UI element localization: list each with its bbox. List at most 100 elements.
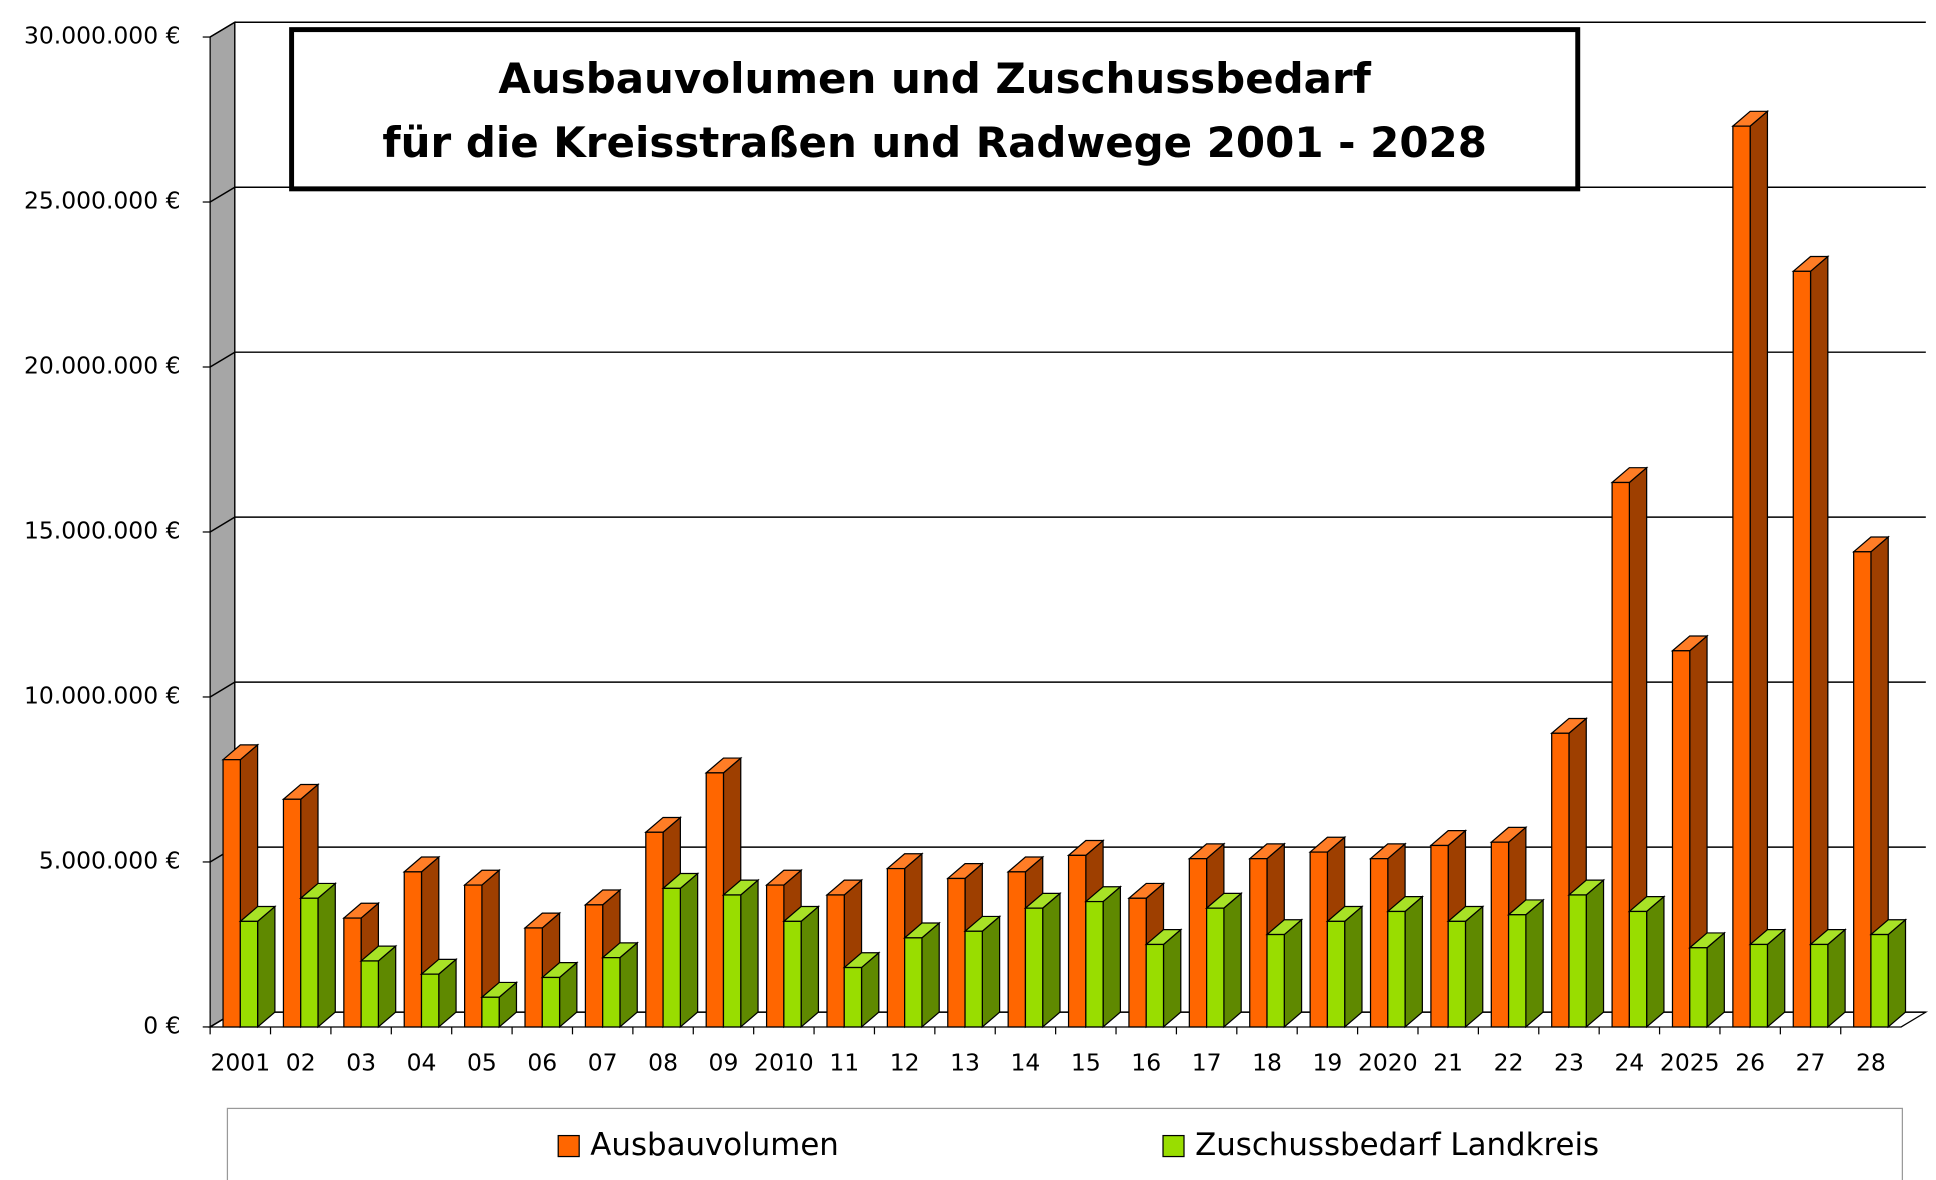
- y-tick-label: 5.000.000 €: [39, 846, 181, 874]
- bar: [1732, 125, 1751, 1028]
- x-tick-label: 03: [346, 1048, 376, 1076]
- x-tick-label: 18: [1252, 1048, 1282, 1076]
- bar: [1507, 914, 1527, 1028]
- bar: [886, 867, 906, 1028]
- bar: [1067, 854, 1087, 1028]
- x-tick-label: 05: [467, 1048, 497, 1076]
- bar: [1792, 270, 1812, 1028]
- bar-side: [1827, 928, 1846, 1029]
- bar-side: [1042, 892, 1061, 1029]
- legend-label: Zuschussbedarf Landkreis: [1195, 1127, 1599, 1163]
- x-tick-label: 24: [1614, 1048, 1644, 1076]
- grid-line: [209, 351, 1926, 368]
- x-tick-label: 17: [1192, 1048, 1222, 1076]
- x-tick-label: 04: [407, 1048, 437, 1076]
- x-tick-label: 26: [1735, 1048, 1765, 1076]
- x-tick-label: 27: [1796, 1048, 1826, 1076]
- bar: [826, 894, 845, 1028]
- bar-side: [1102, 885, 1122, 1029]
- bar: [1326, 920, 1346, 1028]
- bar-side: [256, 905, 276, 1029]
- bar: [1853, 551, 1872, 1028]
- bar-side: [981, 915, 1001, 1029]
- y-tick-label: 30.000.000 €: [24, 22, 181, 50]
- bar-side: [1404, 895, 1423, 1029]
- x-tick-label: 21: [1433, 1048, 1463, 1076]
- bar: [705, 772, 725, 1028]
- legend-swatch: [557, 1134, 580, 1158]
- grid-line: [209, 21, 1926, 38]
- bar: [584, 904, 604, 1028]
- legend: Ausbauvolumen Zuschussbedarf Landkreis: [557, 1127, 1599, 1163]
- bar: [524, 927, 543, 1028]
- bar: [645, 831, 664, 1028]
- x-tick-label: 2020: [1358, 1048, 1418, 1076]
- bar: [1387, 910, 1406, 1028]
- title-box: [289, 27, 1581, 192]
- bar-side: [1464, 905, 1484, 1029]
- bar-side: [740, 878, 759, 1029]
- legend-box: [226, 1107, 1903, 1180]
- y-tick-label: 20.000.000 €: [24, 352, 181, 380]
- bar: [1430, 844, 1449, 1028]
- bar-side: [1809, 255, 1829, 1029]
- bar: [1749, 943, 1769, 1028]
- x-tick-label: 2025: [1660, 1048, 1720, 1076]
- bar: [420, 973, 440, 1028]
- x-tick-label: 13: [950, 1048, 980, 1076]
- x-tick-label: 16: [1131, 1048, 1161, 1076]
- chart-title: für die Kreisstraßen und Radwege 2001 - …: [382, 118, 1486, 167]
- bar: [1145, 943, 1165, 1028]
- bar: [1447, 920, 1467, 1028]
- bar: [222, 759, 241, 1028]
- x-tick-label: 11: [829, 1048, 859, 1076]
- bar: [765, 884, 785, 1028]
- bar-side: [1749, 109, 1769, 1029]
- bar: [1611, 481, 1630, 1028]
- bar: [1628, 910, 1648, 1028]
- chart-title: Ausbauvolumen und Zuschussbedarf: [498, 54, 1371, 103]
- bar: [1490, 841, 1510, 1028]
- legend-label: Ausbauvolumen: [590, 1127, 839, 1163]
- bar: [722, 894, 742, 1028]
- x-tick-label: 02: [286, 1048, 316, 1076]
- bar: [783, 920, 802, 1028]
- bar: [1085, 900, 1104, 1028]
- grid-line: [209, 681, 1926, 698]
- bar: [1024, 907, 1044, 1028]
- y-tick-label: 25.000.000 €: [24, 187, 181, 215]
- plot-area: 0 € 5.000.000 € 10.000.000 € 15.000.000 € 20…: [24, 21, 1929, 1076]
- x-tick-label: 22: [1494, 1048, 1524, 1076]
- bar: [1188, 858, 1208, 1028]
- bar-side: [1646, 895, 1665, 1029]
- x-tick-label: 2001: [211, 1048, 271, 1076]
- bar: [1809, 943, 1829, 1028]
- bar-side: [1162, 928, 1182, 1029]
- bar: [1266, 933, 1285, 1028]
- bar: [947, 877, 966, 1028]
- bar: [1249, 858, 1268, 1028]
- bar: [403, 871, 423, 1028]
- bar: [964, 930, 983, 1028]
- legend-swatch: [1162, 1134, 1185, 1158]
- x-tick-label: 08: [648, 1048, 678, 1076]
- bar-side: [1706, 931, 1725, 1029]
- bar-side: [1344, 905, 1363, 1029]
- bar: [300, 897, 319, 1028]
- bar-side: [317, 882, 336, 1029]
- bar: [1007, 871, 1027, 1028]
- bar: [1870, 933, 1889, 1028]
- bar: [662, 887, 681, 1028]
- bar: [541, 976, 561, 1028]
- bar: [239, 920, 259, 1028]
- bar: [1128, 897, 1147, 1028]
- bar-side: [800, 905, 820, 1029]
- x-tick-label: 23: [1554, 1048, 1584, 1076]
- bar: [1671, 650, 1691, 1028]
- bar-side: [1766, 928, 1786, 1029]
- x-tick-label: 07: [588, 1048, 618, 1076]
- bar: [360, 960, 380, 1028]
- bar: [1206, 907, 1225, 1028]
- grid-line: [209, 516, 1926, 533]
- x-tick-label: 09: [709, 1048, 739, 1076]
